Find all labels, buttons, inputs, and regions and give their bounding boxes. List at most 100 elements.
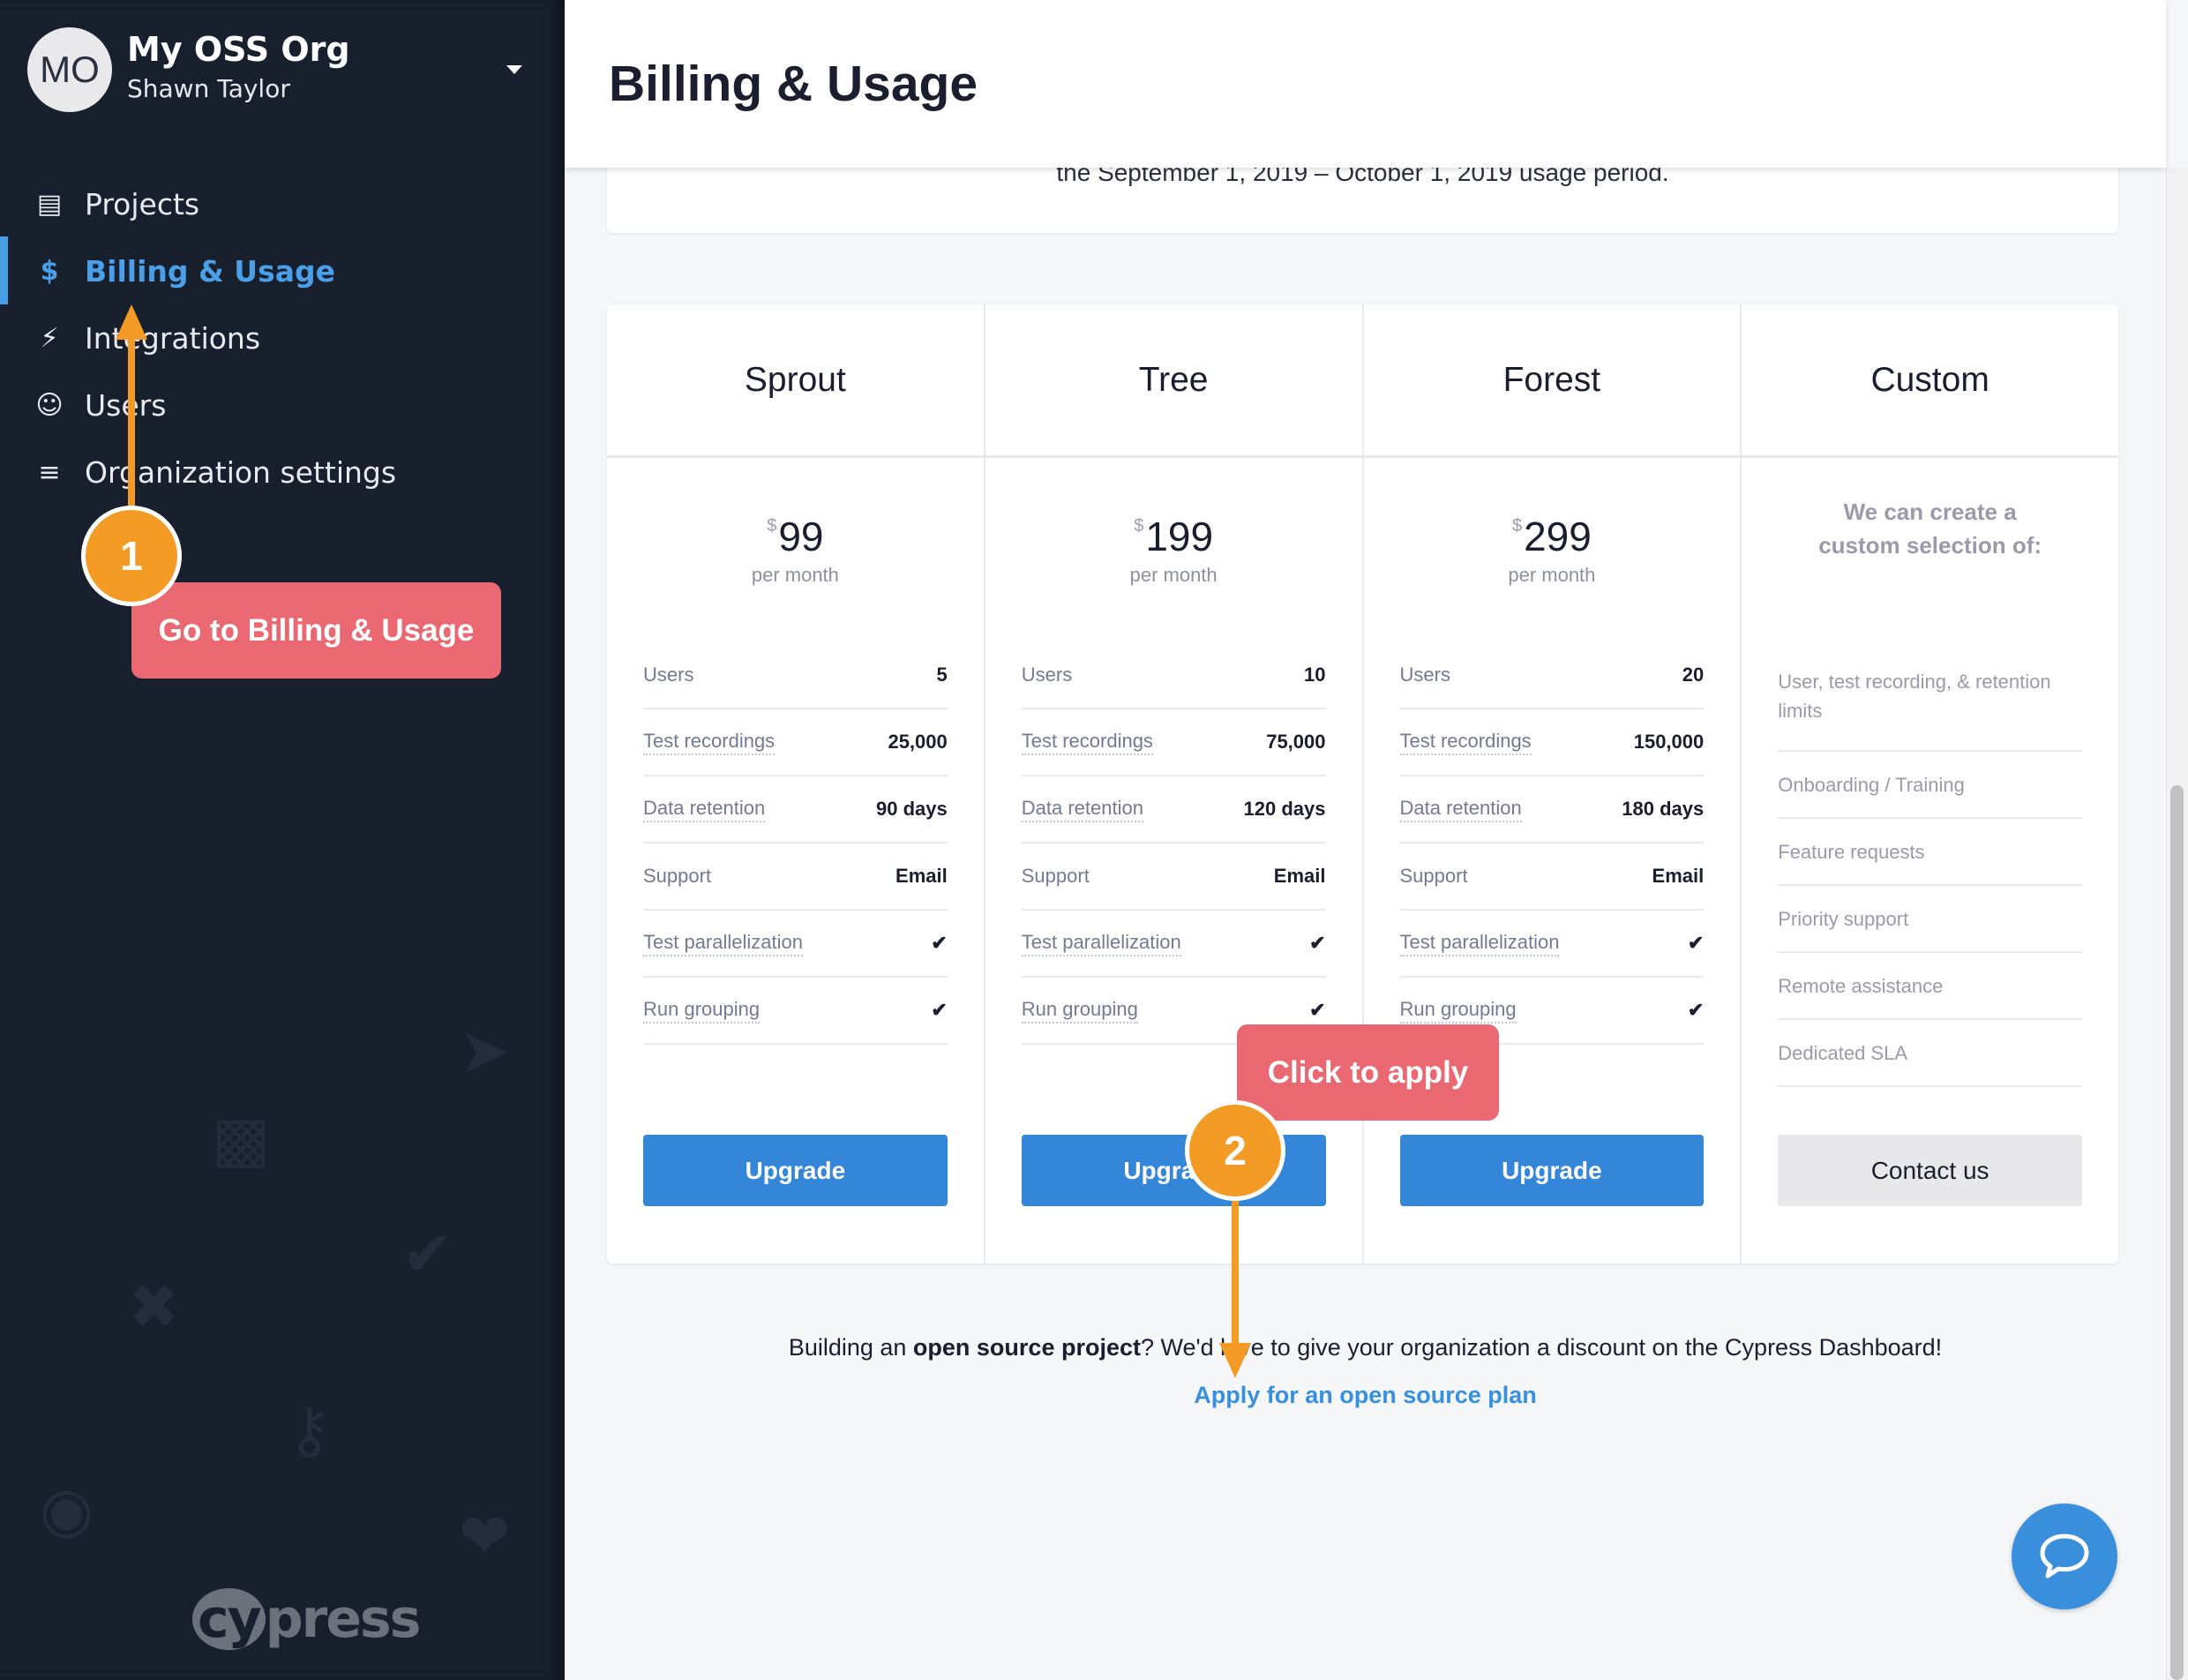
feature-row: Run grouping ✔ xyxy=(643,978,948,1045)
plan-name: Tree xyxy=(985,304,1362,458)
org-avatar[interactable]: MO xyxy=(27,27,112,112)
custom-feature-item: Onboarding / Training xyxy=(1778,752,2082,819)
feature-label[interactable]: Data retention xyxy=(643,797,766,822)
feature-label[interactable]: Test recordings xyxy=(1399,730,1532,755)
check-icon: ✔ xyxy=(931,999,948,1021)
apply-open-source-link[interactable]: Apply for an open source plan xyxy=(1194,1382,1537,1408)
custom-feature-item: Feature requests xyxy=(1778,819,2082,886)
contact-us-button[interactable]: Contact us xyxy=(1778,1135,2082,1206)
feature-value: 20 xyxy=(1682,664,1705,686)
sidebar-item-projects[interactable]: ▤ Projects xyxy=(0,170,565,237)
puzzle-icon: ▩ xyxy=(212,1105,271,1174)
feature-label: Support xyxy=(1399,865,1468,887)
feature-row: Test recordings 25,000 xyxy=(643,709,948,776)
feature-value: 25,000 xyxy=(888,731,948,753)
rocket-icon: ➤ xyxy=(459,1016,511,1085)
price-area: $99 per month xyxy=(607,458,984,642)
plan-name: Forest xyxy=(1363,304,1741,458)
feature-value: 90 days xyxy=(876,798,948,820)
feature-label[interactable]: Test parallelization xyxy=(643,931,803,956)
sidebar-item-integrations[interactable]: ⚡ Integrations xyxy=(0,304,565,371)
check-icon: ✔ xyxy=(1309,932,1326,954)
feature-row: Users 5 xyxy=(643,642,948,709)
feature-label: Users xyxy=(1399,664,1450,686)
sidebar: MO My OSS Org Shawn Taylor ▤ Projects $ … xyxy=(0,0,565,1680)
upgrade-button[interactable]: Upgrade xyxy=(643,1135,948,1206)
sidebar-item-users[interactable]: ☺ Users xyxy=(0,371,565,439)
check-icon: ✔ xyxy=(1687,999,1705,1021)
scrollbar-thumb[interactable] xyxy=(2170,785,2184,1680)
feature-label[interactable]: Run grouping xyxy=(1021,998,1138,1024)
feature-label[interactable]: Test parallelization xyxy=(1399,931,1560,956)
price-period: per month xyxy=(751,564,839,586)
custom-intro-line: custom selection of: xyxy=(1818,532,2042,559)
currency-symbol: $ xyxy=(1511,516,1523,536)
cypress-logo: cy press xyxy=(192,1588,421,1650)
page-header: Billing & Usage xyxy=(565,0,2166,168)
feature-label[interactable]: Test recordings xyxy=(643,730,776,755)
annotation-arrow-up xyxy=(116,304,147,516)
feature-value: 75,000 xyxy=(1266,731,1326,753)
feature-value: Email xyxy=(895,865,948,887)
feature-row: Test recordings 75,000 xyxy=(1021,709,1326,776)
sidebar-item-label: Integrations xyxy=(85,320,261,356)
active-indicator xyxy=(0,236,8,304)
step-badge-1: 1 xyxy=(81,506,182,606)
cross-icon: ✖ xyxy=(128,1272,180,1341)
price-area: $299 per month xyxy=(1364,458,1741,642)
feature-label[interactable]: Test parallelization xyxy=(1021,931,1181,956)
feature-row: Data retention 120 days xyxy=(1021,776,1326,844)
plug-icon: ⚡ xyxy=(40,322,59,354)
feature-row: Test parallelization ✔ xyxy=(1399,911,1705,978)
feature-value: 5 xyxy=(936,664,948,686)
chat-button[interactable] xyxy=(2012,1504,2117,1609)
feature-value: 180 days xyxy=(1622,798,1705,820)
custom-feature-item: Remote assistance xyxy=(1778,953,2082,1020)
feature-label[interactable]: Data retention xyxy=(1021,797,1143,822)
github-icon: ◉ xyxy=(40,1475,94,1544)
feature-row: Support Email xyxy=(1399,844,1705,911)
scrollbar[interactable] xyxy=(2166,168,2188,1680)
feature-label[interactable]: Run grouping xyxy=(643,998,761,1024)
price-value: 99 xyxy=(778,514,824,559)
key-icon: ⚷ xyxy=(287,1396,333,1465)
feature-label[interactable]: Test recordings xyxy=(1021,730,1153,755)
tooltip-click-to-apply: Click to apply xyxy=(1237,1024,1499,1121)
org-dropdown-caret-icon[interactable] xyxy=(506,65,522,74)
feature-row: Test recordings 150,000 xyxy=(1399,709,1705,776)
feature-row: Support Email xyxy=(1021,844,1326,911)
plan-name: Custom xyxy=(1742,304,2118,458)
heart-icon: ❤ xyxy=(459,1502,511,1571)
plan-price: $299 xyxy=(1364,513,1741,560)
page-title: Billing & Usage xyxy=(609,56,978,112)
price-value: 299 xyxy=(1524,514,1592,559)
feature-label: Users xyxy=(1021,664,1073,686)
currency-symbol: $ xyxy=(1134,516,1144,536)
feature-label[interactable]: Data retention xyxy=(1399,797,1522,822)
annotation-arrow-down xyxy=(1219,1182,1251,1378)
check-icon: ✔ xyxy=(931,932,948,954)
feature-row: Run grouping ✔ xyxy=(1399,978,1705,1045)
custom-feature-item: Dedicated SLA xyxy=(1778,1020,2082,1087)
chat-bubble-icon xyxy=(2040,1534,2089,1579)
custom-feature-item: Priority support xyxy=(1778,886,2082,953)
step-badge-2: 2 xyxy=(1185,1100,1285,1201)
tooltip-go-to-billing: Go to Billing & Usage xyxy=(131,582,501,679)
upgrade-button[interactable]: Upgrade xyxy=(1399,1135,1705,1206)
oss-text-part: Building an xyxy=(788,1334,913,1361)
check-icon: ✔ xyxy=(401,1219,453,1288)
price-area: $199 per month xyxy=(985,458,1362,642)
org-name[interactable]: My OSS Org xyxy=(127,30,350,69)
custom-feature-item: User, test recording, & retention limits xyxy=(1778,642,2082,752)
price-period: per month xyxy=(1129,564,1218,586)
sidebar-item-billing[interactable]: $ Billing & Usage xyxy=(0,237,565,304)
oss-text: Building an open source project? We'd lo… xyxy=(565,1334,2166,1361)
feature-label: Support xyxy=(1021,865,1090,887)
feature-label[interactable]: Run grouping xyxy=(1399,998,1517,1024)
user-name: Shawn Taylor xyxy=(127,74,290,103)
currency-symbol: $ xyxy=(767,516,777,536)
feature-value: 120 days xyxy=(1243,798,1326,820)
feature-row: Support Email xyxy=(643,844,948,911)
sidebar-item-organization-settings[interactable]: ≡ Organization settings xyxy=(0,439,565,506)
price-period: per month xyxy=(1508,564,1596,586)
